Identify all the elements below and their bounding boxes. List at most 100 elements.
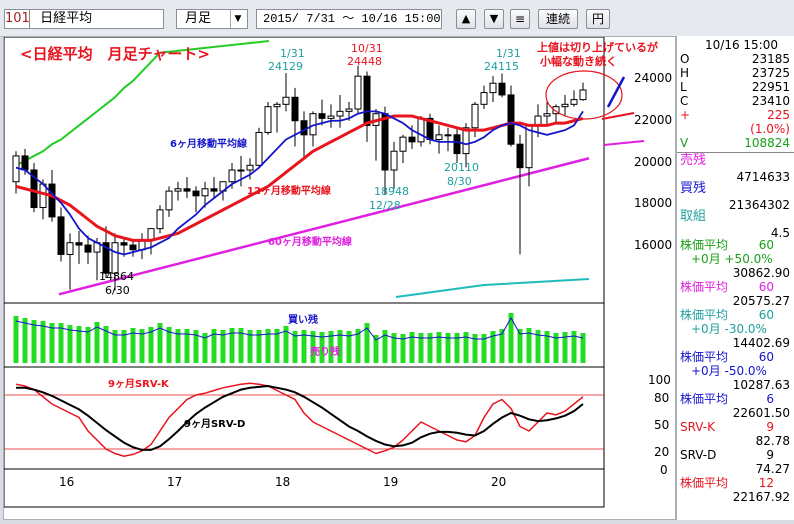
divider [677, 152, 794, 153]
chart-svg: <日経平均 月足チャート> 上値は切り上げているが 小幅な動き続く 6ヶ月移動平… [3, 36, 672, 508]
buy-volume-bar [49, 323, 55, 363]
buy-remain-label: 買残 [680, 181, 707, 196]
buy-volume-bar [553, 333, 559, 363]
volume-value: 108824 [744, 136, 790, 150]
candle-body [525, 124, 533, 169]
indicator-period: 6 [766, 392, 774, 406]
side-date: 10/16 15:00 [705, 38, 778, 52]
candle-body [408, 136, 416, 143]
candle-body [354, 75, 362, 110]
toolbar: 101 日経平均 月足 ▼ 2015/ 7/31 ～ 10/16 15:00 ▲… [0, 0, 794, 37]
y-tick: 24000 [634, 71, 672, 85]
indicator-name: 株価平均 [680, 350, 729, 364]
buy-volume-bar [391, 333, 397, 363]
y-tick: 20000 [634, 155, 672, 169]
buy-volume-bar [292, 331, 298, 363]
peak2-value: 24448 [347, 55, 382, 68]
x-tick: 19 [383, 475, 398, 489]
ma-top-path [159, 40, 270, 54]
buy-volume-bar [76, 326, 82, 363]
plot-frame [3, 36, 605, 508]
indicator-value: 20575.27 [732, 294, 790, 308]
buy-volume-bar [544, 331, 550, 363]
peak1-date: 1/31 [280, 47, 305, 60]
buy-volume-bar [175, 329, 181, 363]
annotations [545, 70, 635, 120]
buy-volume-bar [202, 333, 208, 363]
indicator-value: 82.78 [755, 434, 790, 448]
buy-volume-bar [508, 313, 514, 363]
candle-body [192, 190, 200, 197]
x-axis-ticks: 16 17 18 19 20 [59, 475, 506, 489]
peak2-date: 10/31 [351, 42, 383, 55]
buy-volume-bar [463, 332, 469, 363]
chart-area: <日経平均 月足チャート> 上値は切り上げているが 小幅な動き続く 6ヶ月移動平… [3, 36, 676, 520]
candle-body [561, 103, 569, 108]
candle-body [462, 127, 470, 155]
srv-axis-ticks: 100 80 50 20 0 [648, 373, 671, 477]
buy-volume-bar [301, 330, 307, 363]
x-tick: 18 [275, 475, 290, 489]
candle-body [480, 92, 488, 105]
candle-body [453, 134, 461, 155]
indicator-name: 株価平均 [680, 238, 729, 252]
chart-title: <日経平均 月足チャート> [20, 45, 210, 63]
buy-volume-bar [373, 335, 379, 363]
candle-body [39, 183, 47, 209]
buy-volume-bar [94, 322, 100, 363]
yen-button[interactable]: 円 [586, 9, 610, 29]
srv-k-label: 9ヶ月SRV-K [108, 378, 170, 390]
candle-body [228, 169, 236, 183]
buy-volume-bar [382, 330, 388, 363]
period-select[interactable]: 月足 ▼ [176, 9, 248, 29]
srv-d-path [16, 384, 584, 451]
candle-body [363, 75, 371, 126]
buy-volume-bar [13, 316, 19, 363]
buy-volume-bar [526, 328, 532, 363]
scroll-down-button[interactable]: ▼ [484, 9, 504, 29]
code-input[interactable]: 101 日経平均 [4, 9, 164, 29]
scroll-up-button[interactable]: ▲ [456, 9, 476, 29]
candle-body [102, 242, 110, 274]
candle-body [516, 143, 524, 169]
y-tick: 16000 [634, 238, 672, 252]
buy-label: 買い残 [288, 313, 318, 326]
buy-volume-bar [346, 331, 352, 363]
ma60-extension [603, 140, 645, 146]
cyan-line [395, 278, 590, 298]
candle-body [570, 99, 578, 105]
low3-value: 20110 [444, 161, 479, 174]
x-tick: 17 [167, 475, 182, 489]
buy-volume-line [15, 316, 584, 341]
low2-value: 18948 [374, 185, 409, 198]
indicator-name: 株価平均 [680, 476, 729, 490]
indicator-period: 60 [758, 238, 774, 252]
date-range-field[interactable]: 2015/ 7/31 ～ 10/16 15:00 [256, 9, 442, 29]
buy-volume-bar [580, 333, 586, 363]
x-tick: 16 [59, 475, 74, 489]
candle-body [390, 150, 398, 171]
low2-date: 12/28 [369, 199, 401, 212]
buy-volume-bar [247, 330, 253, 363]
low1-value: 14864 [99, 270, 134, 283]
candle-body [165, 190, 173, 211]
candle-body [264, 106, 272, 133]
indicator-value: 22167.92 [732, 490, 790, 504]
srv-tick: 50 [654, 418, 669, 432]
candle-body [345, 108, 353, 112]
candle-body [210, 188, 218, 192]
buy-volume-bar [148, 327, 154, 363]
continuous-button[interactable]: 連続 [538, 9, 578, 29]
indicator-name: 株価平均 [680, 308, 729, 322]
candle-body [399, 136, 407, 152]
buy-volume-bar [445, 333, 451, 363]
candle-body [174, 188, 182, 192]
candle-body [111, 242, 119, 274]
indicator-period: 60 [758, 280, 774, 294]
ma12-path [15, 114, 584, 242]
srv-tick: 80 [654, 391, 669, 405]
ma-top-path [15, 52, 161, 167]
buy-remain-value: 21364302 [728, 198, 790, 212]
buy-volume-bar [481, 334, 487, 363]
menu-button[interactable]: ≡ [510, 9, 530, 29]
